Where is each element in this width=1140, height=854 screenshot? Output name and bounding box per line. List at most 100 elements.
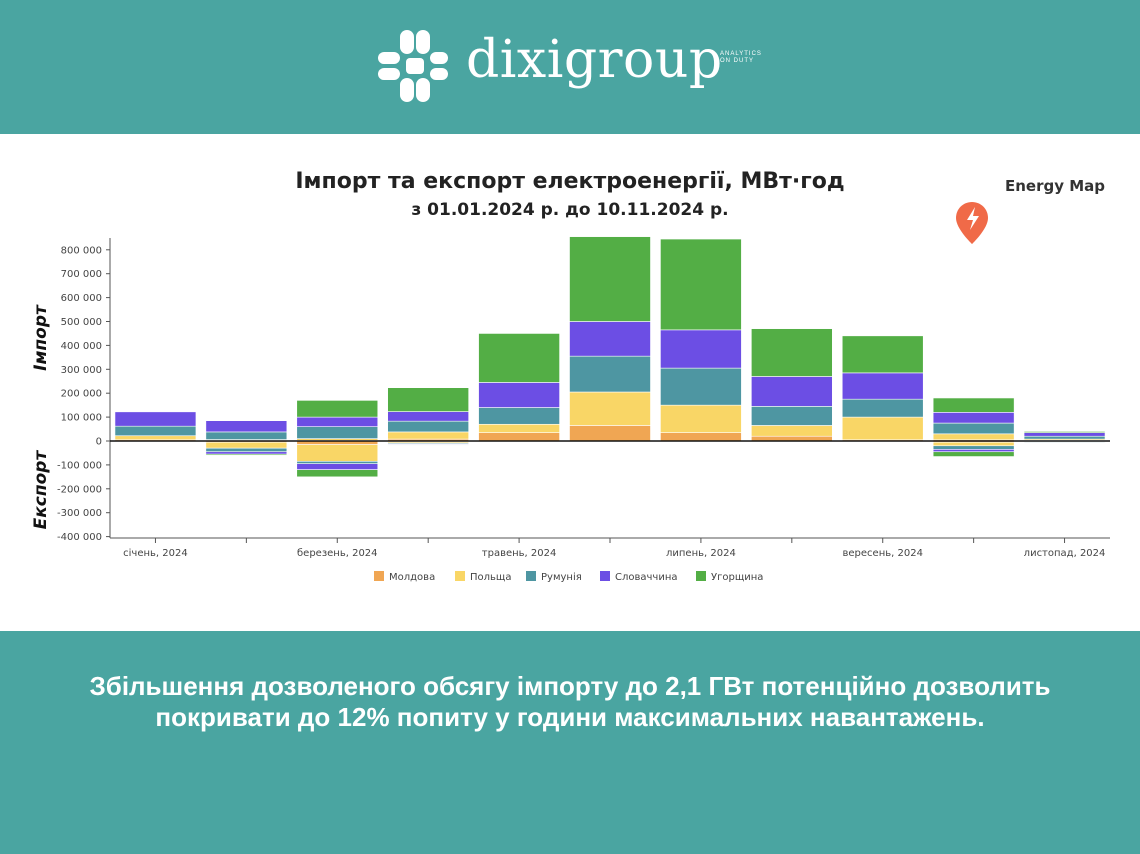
bar-segment-import — [387, 387, 469, 412]
bar-segment-import — [205, 431, 288, 440]
legend-item: Словаччина — [600, 571, 678, 583]
bar-segment-export — [205, 453, 288, 456]
bar-segment-import — [569, 391, 651, 426]
bar-segment-export — [932, 441, 1015, 447]
bar-segment-import — [296, 426, 379, 439]
bar-segment-export — [205, 441, 288, 449]
bar-segment-export — [205, 451, 288, 455]
bar-segment-import — [1023, 431, 1106, 433]
bar-segment-import — [296, 416, 379, 427]
y-tick-label: -200 000 — [57, 484, 102, 495]
energy-map-pin-icon — [956, 202, 988, 244]
bar-segment-import — [660, 432, 742, 442]
bar-segment-import — [478, 423, 560, 433]
bar-segment-import — [660, 238, 742, 331]
bar-segment-import — [841, 398, 924, 418]
y-tick-label: 0 — [96, 437, 102, 448]
legend-item: Польща — [455, 571, 511, 583]
bar-segment-import — [751, 425, 833, 437]
y-tick-label: 400 000 — [61, 341, 102, 352]
bar-segment-import — [569, 236, 651, 322]
brand-tagline-line2: ON DUTY — [720, 58, 754, 64]
x-tick-label: липень, 2024 — [666, 548, 736, 559]
bar-segment-export — [932, 445, 1015, 450]
dixigroup-logo-icon — [378, 30, 448, 102]
y-tick-label: 700 000 — [61, 269, 102, 280]
bar-segment-import — [751, 406, 833, 426]
x-tick-label: вересень, 2024 — [843, 548, 923, 559]
legend-label: Угорщина — [711, 572, 763, 583]
bar-segment-import — [932, 433, 1015, 441]
y-tick-label: 100 000 — [61, 413, 102, 424]
import-export-chart: Імпорт та експорт електроенергії, МВт·го… — [31, 169, 1110, 583]
bar-segment-import — [478, 382, 560, 408]
x-tick-label: березень, 2024 — [297, 548, 378, 559]
legend-swatch — [696, 571, 706, 581]
legend-item: Румунія — [526, 571, 582, 583]
legend-swatch — [374, 571, 384, 581]
legend-label: Словаччина — [615, 572, 678, 583]
bar-segment-export — [296, 461, 379, 465]
bar-segment-export — [296, 444, 379, 462]
bar-segment-import — [660, 367, 742, 406]
caption-banner: Збільшення дозволеного обсягу імпорту до… — [0, 631, 1140, 854]
legend-label: Молдова — [389, 572, 435, 583]
legend-item: Угорщина — [696, 571, 763, 583]
bar-segment-export — [205, 447, 288, 453]
y-tick-label: 800 000 — [61, 245, 102, 256]
x-tick-label: листопад, 2024 — [1024, 548, 1106, 559]
bar-segment-import — [296, 400, 379, 418]
brand-tagline-line1: ANALYTICS — [720, 51, 762, 57]
bar-segment-export — [296, 463, 379, 470]
x-tick-label: травень, 2024 — [482, 548, 557, 559]
bar-segment-import — [932, 422, 1015, 435]
chart-subtitle: з 01.01.2024 р. до 10.11.2024 р. — [411, 200, 728, 220]
bar-segment-import — [478, 333, 560, 383]
bar-segment-import — [478, 407, 560, 425]
chart-title: Імпорт та експорт електроенергії, МВт·го… — [295, 169, 844, 194]
energy-map-badge: Energy Map — [956, 177, 1105, 244]
bar-segment-import — [569, 355, 651, 393]
y-tick-label: -300 000 — [57, 508, 102, 519]
bar-segment-import — [114, 425, 197, 437]
bar-segment-import — [387, 420, 469, 433]
legend-swatch — [600, 571, 610, 581]
bar-segment-export — [932, 449, 1015, 453]
header-banner: dixigroup ANALYTICS ON DUTY — [0, 0, 1140, 134]
caption-text: Збільшення дозволеного обсягу імпорту до… — [89, 671, 1051, 732]
bar-segment-import — [1023, 435, 1106, 440]
y-tick-label: 600 000 — [61, 293, 102, 304]
brand-tagline: ANALYTICS ON DUTY — [720, 51, 780, 65]
bar-segment-import — [932, 412, 1015, 424]
bar-segment-import — [387, 411, 469, 422]
legend-label: Румунія — [541, 571, 582, 583]
y-tick-label: 200 000 — [61, 389, 102, 400]
export-axis-label: Експорт — [31, 450, 51, 530]
bar-segment-import — [114, 411, 197, 427]
bar-segment-import — [478, 432, 560, 442]
x-tick-label: січень, 2024 — [123, 547, 188, 559]
bar-segment-export — [296, 469, 379, 478]
bar-segment-import — [841, 416, 924, 441]
bar-segment-import — [751, 328, 833, 377]
chart-panel: Імпорт та експорт електроенергії, МВт·го… — [0, 134, 1140, 631]
bar-segment-import — [114, 435, 197, 441]
lightning-icon — [967, 207, 979, 230]
bar-segment-import — [1023, 432, 1106, 437]
import-axis-label: Імпорт — [31, 304, 51, 371]
energy-map-label: Energy Map — [1005, 177, 1105, 195]
bar-segment-import — [569, 321, 651, 357]
bar-segment-import — [841, 372, 924, 400]
legend-item: Молдова — [374, 571, 435, 583]
y-tick-label: -100 000 — [57, 460, 102, 471]
bar-segment-import — [387, 431, 469, 440]
bar-segment-export — [932, 451, 1015, 457]
legend-swatch — [455, 571, 465, 581]
bar-segment-import — [751, 376, 833, 407]
bar-segment-import — [660, 404, 742, 433]
bar-segment-import — [569, 425, 651, 442]
bar-segment-import — [660, 329, 742, 369]
y-tick-label: 300 000 — [61, 365, 102, 376]
legend-label: Польща — [470, 572, 511, 583]
legend-swatch — [526, 571, 536, 581]
